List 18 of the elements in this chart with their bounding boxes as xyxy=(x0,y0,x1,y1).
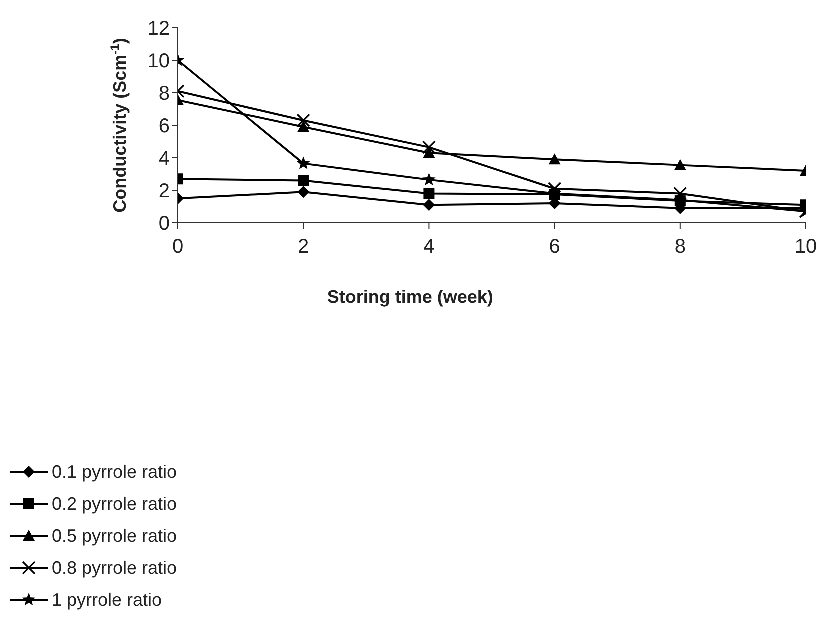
x-tick-label: 4 xyxy=(424,236,435,258)
y-tick-label: 12 xyxy=(148,18,170,40)
x-tick-label: 10 xyxy=(794,236,818,258)
y-tick-label: 2 xyxy=(158,180,170,203)
legend-label: 0.5 pyrrole ratio xyxy=(52,526,178,546)
legend-label: 0.2 pyrrole ratio xyxy=(52,494,178,514)
y-tick-label: 0 xyxy=(158,213,170,236)
x-tick-label: 6 xyxy=(549,236,560,258)
legend-label: 0.8 pyrrole ratio xyxy=(52,558,178,578)
y-tick-label: 6 xyxy=(158,116,170,138)
legend-label: 0.1 pyrrole ratio xyxy=(52,462,178,482)
y-tick-label: 8 xyxy=(158,83,170,106)
y-tick-label: 4 xyxy=(158,148,170,170)
legend-label: 1 pyrrole ratio xyxy=(52,590,162,610)
x-tick-label: 2 xyxy=(298,236,310,258)
x-tick-label: 8 xyxy=(674,236,686,258)
y-tick-label: 10 xyxy=(148,50,170,73)
x-axis-title: Storing time (week) xyxy=(327,287,494,307)
